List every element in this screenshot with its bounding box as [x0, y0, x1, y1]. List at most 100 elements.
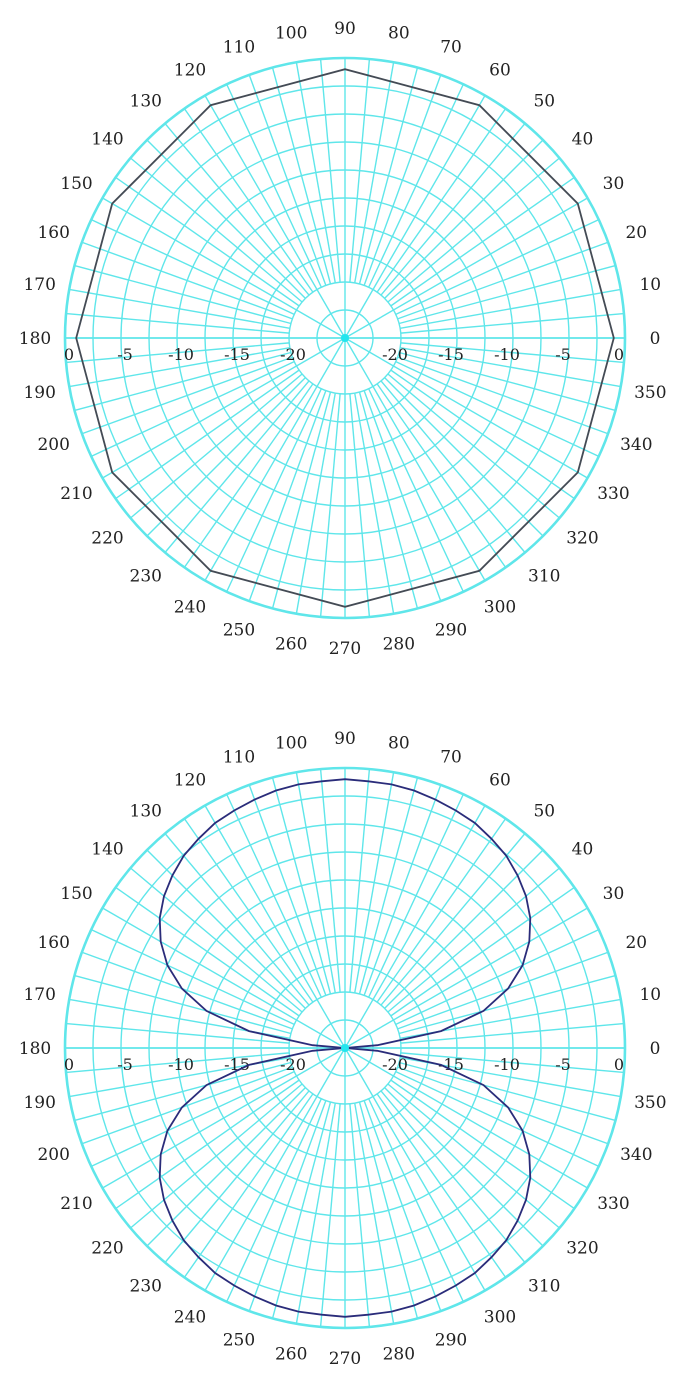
angle-label-60: 60: [489, 771, 511, 791]
angle-label-250: 250: [223, 1330, 255, 1350]
angle-label-150: 150: [60, 174, 92, 194]
angle-label-340: 340: [620, 1145, 652, 1165]
radial-label-left--10: -10: [168, 1055, 194, 1074]
angle-label-130: 130: [130, 92, 162, 112]
angle-label-180: 180: [19, 329, 51, 349]
angle-label-330: 330: [597, 1194, 629, 1214]
radial-label-right--10: -10: [494, 1055, 520, 1074]
angle-label-0: 0: [650, 329, 661, 349]
angle-label-0: 0: [650, 1039, 661, 1059]
angle-label-310: 310: [528, 566, 560, 586]
radial-label-right--20: -20: [382, 1055, 408, 1074]
radial-label-right--20: -20: [382, 345, 408, 364]
angle-label-140: 140: [91, 130, 123, 150]
angle-label-170: 170: [23, 275, 55, 295]
angle-label-320: 320: [566, 1238, 598, 1258]
angle-label-50: 50: [533, 92, 555, 112]
radial-labels: 0 0 -5 -5 -10 -10 -15 -15 -20 -20: [64, 1055, 624, 1074]
radial-label-right--15: -15: [438, 345, 464, 364]
radial-label-right--15: -15: [438, 1055, 464, 1074]
radial-label-left--10: -10: [168, 345, 194, 364]
angle-label-10: 10: [639, 275, 661, 295]
angle-label-40: 40: [572, 130, 594, 150]
polar-plot-bottom: 0 10 20 30 40 50 60 70 80 90 100 110 120 130 140 150 160…: [0, 700, 680, 1380]
radial-label-right-0: 0: [614, 345, 624, 364]
angle-label-20: 20: [625, 933, 647, 953]
angle-label-240: 240: [174, 597, 206, 617]
angle-label-300: 300: [484, 1307, 516, 1327]
angle-labels: 0 10 20 30 40 50 60 70 80 90 100 110 120 130 140 150 160…: [19, 729, 667, 1369]
angle-label-260: 260: [275, 1344, 307, 1364]
angle-label-60: 60: [489, 61, 511, 81]
angle-label-40: 40: [572, 840, 594, 860]
radial-label-left--20: -20: [280, 345, 306, 364]
angle-label-160: 160: [37, 223, 69, 243]
angle-label-300: 300: [484, 597, 516, 617]
polar-chart-top: 0 10 20 30 40 50 60 70 80 90 100 110 120 130 140 150 160…: [19, 19, 667, 659]
radial-label-left-0: 0: [64, 345, 74, 364]
angle-label-100: 100: [275, 734, 307, 754]
angle-labels: 0 10 20 30 40 50 60 70 80 90 100 110 120 130 140 150 160…: [19, 19, 667, 659]
radial-label-right--10: -10: [494, 345, 520, 364]
angle-label-150: 150: [60, 884, 92, 904]
angle-label-30: 30: [603, 884, 625, 904]
polar-plot-top: 0 10 20 30 40 50 60 70 80 90 100 110 120 130 140 150 160…: [0, 0, 680, 680]
angle-label-110: 110: [223, 748, 255, 768]
center-point: [341, 334, 349, 342]
polar-chart-bottom: 0 10 20 30 40 50 60 70 80 90 100 110 120 130 140 150 160…: [19, 729, 667, 1369]
radial-label-left--5: -5: [117, 1055, 133, 1074]
radial-label-left--20: -20: [280, 1055, 306, 1074]
angle-label-350: 350: [634, 383, 666, 403]
angle-label-200: 200: [37, 435, 69, 455]
radial-labels: 0 0 -5 -5 -10 -10 -15 -15 -20 -20: [64, 345, 624, 364]
angle-label-120: 120: [174, 771, 206, 791]
angle-label-330: 330: [597, 484, 629, 504]
angle-label-90: 90: [334, 729, 356, 749]
angle-label-220: 220: [91, 528, 123, 548]
angle-label-230: 230: [130, 566, 162, 586]
angle-label-80: 80: [388, 24, 410, 44]
angle-label-290: 290: [435, 620, 467, 640]
angle-label-290: 290: [435, 1330, 467, 1350]
angle-label-30: 30: [603, 174, 625, 194]
angle-label-190: 190: [23, 1093, 55, 1113]
angle-label-230: 230: [130, 1276, 162, 1296]
angle-label-80: 80: [388, 734, 410, 754]
polar-grid: [63, 56, 627, 620]
angle-label-200: 200: [37, 1145, 69, 1165]
angle-label-180: 180: [19, 1039, 51, 1059]
angle-label-280: 280: [383, 634, 415, 654]
radial-label-left--5: -5: [117, 345, 133, 364]
angle-label-110: 110: [223, 38, 255, 58]
angle-label-90: 90: [334, 19, 356, 39]
angle-label-310: 310: [528, 1276, 560, 1296]
angle-label-70: 70: [440, 748, 462, 768]
angle-label-270: 270: [329, 639, 361, 659]
angle-label-100: 100: [275, 24, 307, 44]
angle-label-210: 210: [60, 484, 92, 504]
angle-label-120: 120: [174, 61, 206, 81]
angle-label-260: 260: [275, 634, 307, 654]
angle-label-250: 250: [223, 620, 255, 640]
angle-label-340: 340: [620, 435, 652, 455]
angle-label-10: 10: [639, 985, 661, 1005]
pattern-trace-0: [75, 68, 615, 608]
angle-label-270: 270: [329, 1349, 361, 1369]
angle-label-130: 130: [130, 802, 162, 822]
angle-label-70: 70: [440, 38, 462, 58]
angle-label-210: 210: [60, 1194, 92, 1214]
angle-label-350: 350: [634, 1093, 666, 1113]
angle-label-160: 160: [37, 933, 69, 953]
angle-label-170: 170: [23, 985, 55, 1005]
center-point: [341, 1044, 349, 1052]
angle-label-20: 20: [625, 223, 647, 243]
radial-label-right--5: -5: [555, 345, 571, 364]
angle-label-140: 140: [91, 840, 123, 860]
angle-label-220: 220: [91, 1238, 123, 1258]
angle-label-240: 240: [174, 1307, 206, 1327]
radial-label-left--15: -15: [224, 1055, 250, 1074]
angle-label-190: 190: [23, 383, 55, 403]
radial-label-right-0: 0: [614, 1055, 624, 1074]
angle-label-320: 320: [566, 528, 598, 548]
radial-label-right--5: -5: [555, 1055, 571, 1074]
